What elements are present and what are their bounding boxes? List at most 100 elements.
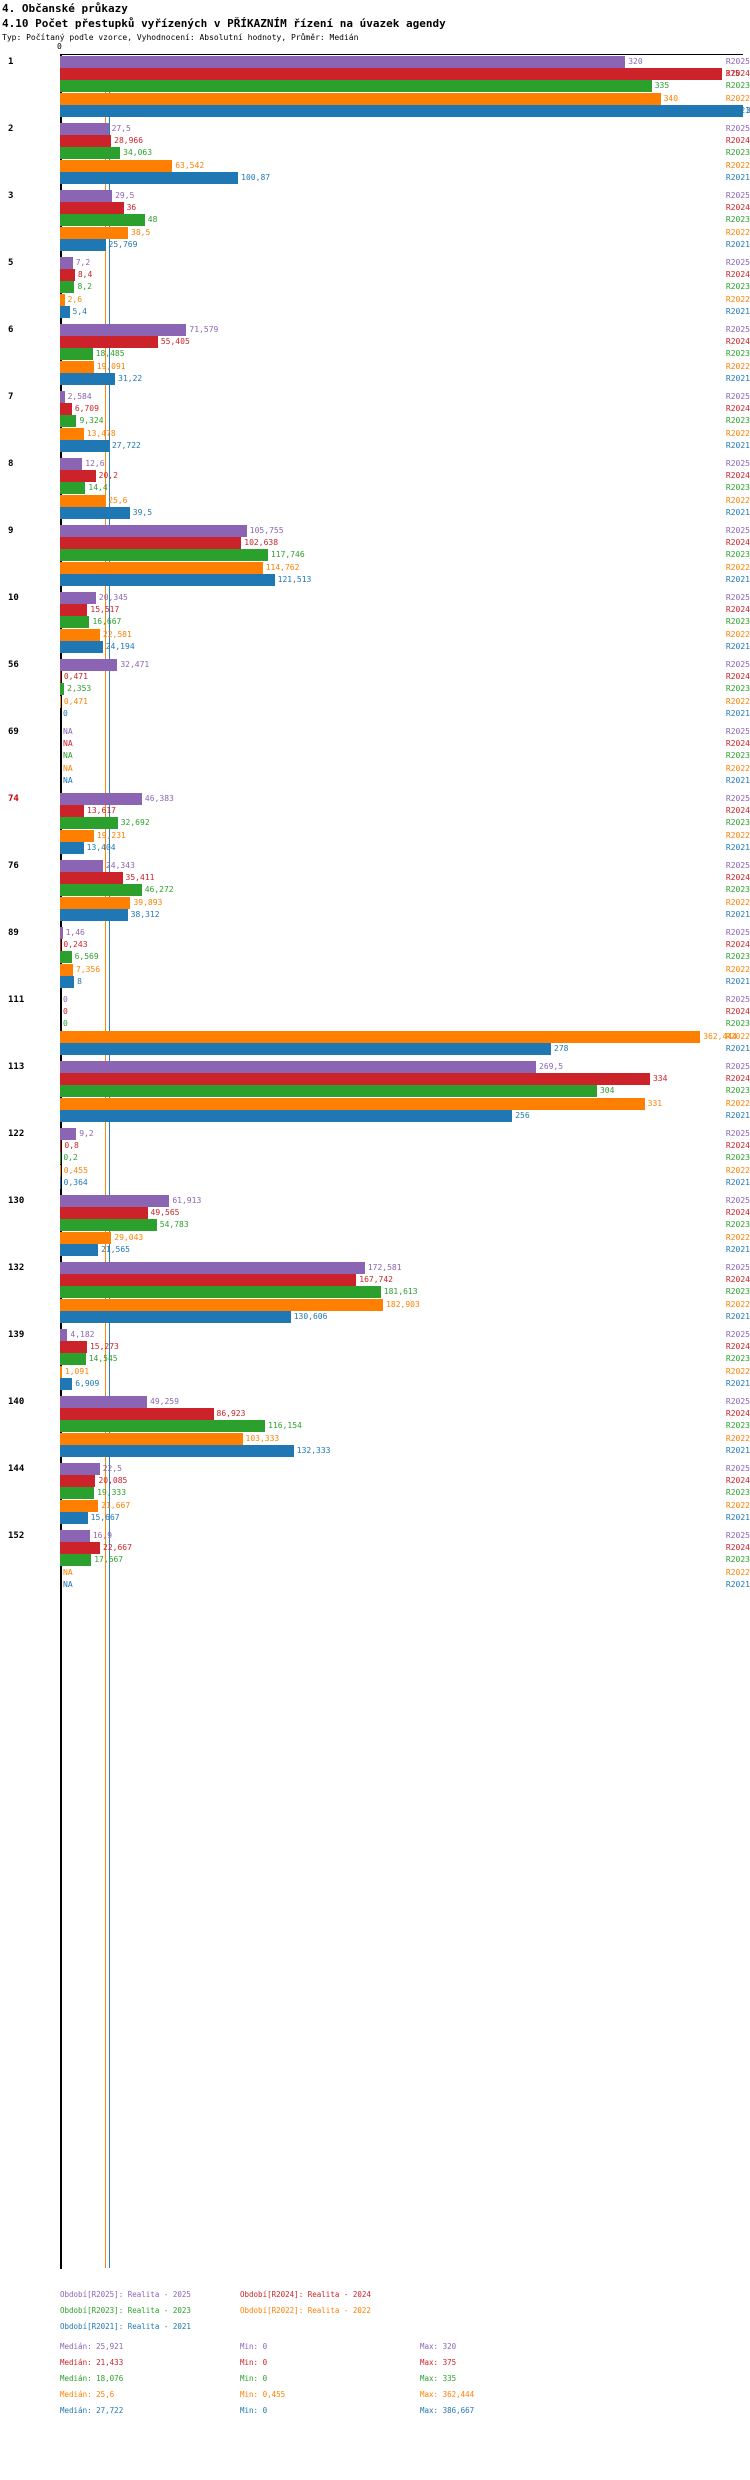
bar-row[interactable]: R2023 9,324 bbox=[0, 415, 750, 428]
bar-r2021[interactable] bbox=[60, 506, 130, 519]
bar-r2025[interactable] bbox=[60, 324, 187, 336]
bar-row[interactable]: R2024 36 bbox=[0, 202, 750, 215]
bar-r2025[interactable] bbox=[60, 1195, 170, 1207]
bar-r2025[interactable] bbox=[60, 1329, 68, 1341]
bar-r2022[interactable] bbox=[60, 1030, 701, 1043]
bar-r2022[interactable] bbox=[60, 1231, 112, 1244]
bar-r2021[interactable] bbox=[60, 1444, 294, 1457]
bar-row[interactable]: R2022 331 bbox=[0, 1097, 750, 1110]
bar-r2023[interactable] bbox=[60, 348, 93, 361]
bar-row[interactable]: R2021 0,364 bbox=[0, 1176, 750, 1189]
bar-r2022[interactable] bbox=[60, 963, 73, 976]
bar-row[interactable]: R2023 46,272 bbox=[0, 884, 750, 897]
bar-row[interactable]: R2022 19,091 bbox=[0, 360, 750, 373]
bar-row[interactable]: R2024 0,243 bbox=[0, 939, 750, 952]
bar-row[interactable]: R2021 5,4 bbox=[0, 305, 750, 318]
bar-r2025[interactable] bbox=[60, 123, 109, 135]
bar-r2023[interactable] bbox=[60, 1219, 157, 1232]
legend-period-r2023[interactable]: Období[R2023]: Realita - 2023 bbox=[60, 2306, 191, 2315]
bar-r2024[interactable] bbox=[60, 1207, 148, 1220]
bar-row[interactable]: R2023 6,569 bbox=[0, 951, 750, 964]
bar-row[interactable]: R2024 15,517 bbox=[0, 604, 750, 617]
bar-r2023[interactable] bbox=[60, 549, 268, 562]
legend-period-r2024[interactable]: Období[R2024]: Realita - 2024 bbox=[240, 2290, 371, 2299]
bar-row[interactable]: R2025 9,2 bbox=[0, 1128, 750, 1140]
bar-row[interactable]: R2025 172,581 bbox=[0, 1262, 750, 1274]
bar-row[interactable]: R2023 181,613 bbox=[0, 1286, 750, 1299]
bar-r2025[interactable] bbox=[60, 927, 63, 939]
bar-r2025[interactable] bbox=[60, 56, 626, 68]
bar-row[interactable]: R2023 0,2 bbox=[0, 1152, 750, 1165]
bar-row[interactable]: R2022 22,581 bbox=[0, 628, 750, 641]
bar-row[interactable]: R2025 16,9 bbox=[0, 1530, 750, 1542]
bar-row[interactable]: R2025 NA bbox=[0, 726, 750, 738]
bar-r2025[interactable] bbox=[60, 1463, 100, 1475]
bar-row[interactable]: R2024 375 bbox=[0, 68, 750, 81]
bar-row[interactable]: R2022 182,903 bbox=[0, 1298, 750, 1311]
bar-row[interactable]: R2022 19,231 bbox=[0, 829, 750, 842]
bar-r2022[interactable] bbox=[60, 1432, 243, 1445]
bar-row[interactable]: R2022 0,471 bbox=[0, 695, 750, 708]
bar-r2023[interactable] bbox=[60, 1353, 86, 1366]
bar-r2023[interactable] bbox=[60, 214, 145, 227]
bar-row[interactable]: R2021 31,22 bbox=[0, 372, 750, 385]
bar-row[interactable]: R2021 21,565 bbox=[0, 1243, 750, 1256]
bar-row[interactable]: R2025 22,5 bbox=[0, 1463, 750, 1475]
bar-row[interactable]: R2021 13,404 bbox=[0, 841, 750, 854]
bar-row[interactable]: R2025 71,579 bbox=[0, 324, 750, 336]
bar-r2022[interactable] bbox=[60, 1298, 384, 1311]
bar-row[interactable]: R2024 13,617 bbox=[0, 805, 750, 818]
bar-row[interactable]: R2023 18,485 bbox=[0, 348, 750, 361]
bar-r2024[interactable] bbox=[60, 805, 85, 818]
bar-row[interactable]: R2025 27,5 bbox=[0, 123, 750, 135]
bar-row[interactable]: R2025 7,2 bbox=[0, 257, 750, 269]
bar-r2023[interactable] bbox=[60, 1085, 597, 1098]
bar-row[interactable]: R2023 0 bbox=[0, 1018, 750, 1030]
bar-r2022[interactable] bbox=[60, 695, 61, 708]
bar-r2023[interactable] bbox=[60, 482, 86, 495]
bar-row[interactable]: R2024 28,966 bbox=[0, 135, 750, 148]
legend-period-r2021[interactable]: Období[R2021]: Realita - 2021 bbox=[60, 2322, 191, 2331]
bar-row[interactable]: R2021 27,722 bbox=[0, 439, 750, 452]
bar-row[interactable]: R2024 102,638 bbox=[0, 537, 750, 550]
bar-row[interactable]: R2025 1,46 bbox=[0, 927, 750, 939]
bar-r2021[interactable] bbox=[60, 1109, 513, 1122]
bar-row[interactable]: R2022 39,893 bbox=[0, 896, 750, 909]
bar-row[interactable]: R2025 105,755 bbox=[0, 525, 750, 537]
bar-row[interactable]: R2024 15,273 bbox=[0, 1341, 750, 1354]
bar-r2025[interactable] bbox=[60, 391, 65, 403]
bar-r2021[interactable] bbox=[60, 841, 84, 854]
bar-r2025[interactable] bbox=[60, 860, 103, 872]
bar-r2023[interactable] bbox=[60, 1487, 95, 1500]
bar-r2021[interactable] bbox=[60, 171, 239, 184]
bar-row[interactable]: R2021 130,606 bbox=[0, 1310, 750, 1323]
bar-r2023[interactable] bbox=[60, 80, 652, 93]
bar-r2022[interactable] bbox=[60, 159, 173, 172]
bar-row[interactable]: R2025 49,259 bbox=[0, 1396, 750, 1408]
bar-row[interactable]: R2022 2,6 bbox=[0, 293, 750, 306]
bar-r2024[interactable] bbox=[60, 604, 88, 617]
bar-row[interactable]: R2021 39,5 bbox=[0, 506, 750, 519]
bar-row[interactable]: R2025 2,584 bbox=[0, 391, 750, 403]
bar-r2021[interactable] bbox=[60, 1042, 552, 1055]
bar-r2024[interactable] bbox=[60, 403, 72, 416]
bar-r2024[interactable] bbox=[60, 269, 75, 282]
bar-r2023[interactable] bbox=[60, 1420, 266, 1433]
bar-row[interactable]: R2021 25,769 bbox=[0, 238, 750, 251]
bar-r2024[interactable] bbox=[60, 336, 158, 349]
bar-r2025[interactable] bbox=[60, 1530, 90, 1542]
bar-row[interactable]: R2021 24,194 bbox=[0, 640, 750, 653]
bar-row[interactable]: R2021 100,87 bbox=[0, 171, 750, 184]
bar-r2022[interactable] bbox=[60, 360, 94, 373]
bar-r2025[interactable] bbox=[60, 190, 113, 202]
bar-row[interactable]: R2023 117,746 bbox=[0, 549, 750, 562]
bar-r2021[interactable] bbox=[60, 1243, 99, 1256]
bar-r2022[interactable] bbox=[60, 226, 128, 239]
bar-r2024[interactable] bbox=[60, 872, 123, 885]
bar-r2024[interactable] bbox=[60, 1073, 650, 1086]
bar-row[interactable]: R2025 4,182 bbox=[0, 1329, 750, 1341]
bar-r2021[interactable] bbox=[60, 573, 275, 586]
bar-row[interactable]: R2024 8,4 bbox=[0, 269, 750, 282]
bar-row[interactable]: R2024 49,565 bbox=[0, 1207, 750, 1220]
bar-r2024[interactable] bbox=[60, 470, 96, 483]
